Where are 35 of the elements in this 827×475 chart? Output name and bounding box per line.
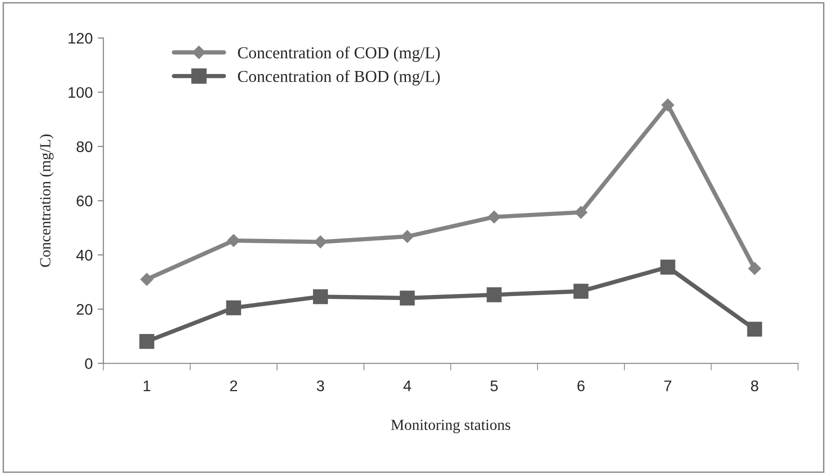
y-tick-label: 40 bbox=[76, 250, 92, 261]
x-tick-label: 7 bbox=[664, 380, 672, 392]
y-tick-label: 120 bbox=[68, 32, 92, 44]
legend-label: Concentration of BOD (mg/L) bbox=[238, 70, 440, 86]
point bbox=[227, 234, 240, 247]
y-tick-label: 80 bbox=[76, 141, 92, 152]
point bbox=[661, 98, 674, 112]
y-tick-label: 0 bbox=[85, 358, 92, 370]
point bbox=[574, 206, 588, 219]
point bbox=[139, 334, 154, 349]
x-tick-label: 6 bbox=[577, 380, 585, 392]
x-tick-label: 3 bbox=[316, 380, 324, 392]
point bbox=[488, 210, 501, 224]
point bbox=[313, 289, 328, 304]
point bbox=[400, 230, 414, 243]
point bbox=[747, 322, 762, 337]
point bbox=[748, 262, 762, 275]
legend-label: Concentration of COD (mg/L) bbox=[238, 46, 440, 62]
point bbox=[400, 290, 415, 306]
y-tick-label: 20 bbox=[76, 304, 92, 315]
x-tick-label: 1 bbox=[144, 380, 150, 392]
y-tick-label: 100 bbox=[68, 87, 92, 98]
x-axis-title: Monitoring stations bbox=[391, 420, 510, 434]
y-axis-title: Concentration (mg/L) bbox=[40, 134, 54, 267]
x-tick-label: 5 bbox=[490, 380, 498, 392]
point bbox=[574, 284, 588, 299]
point bbox=[226, 300, 242, 316]
x-tick-label: 2 bbox=[230, 380, 238, 392]
x-tick-label: 4 bbox=[403, 380, 412, 392]
point bbox=[140, 272, 154, 286]
y-tick-label: 60 bbox=[76, 196, 92, 206]
point bbox=[486, 287, 502, 302]
point bbox=[660, 260, 676, 275]
x-tick-label: 8 bbox=[751, 380, 758, 392]
point bbox=[314, 235, 327, 248]
